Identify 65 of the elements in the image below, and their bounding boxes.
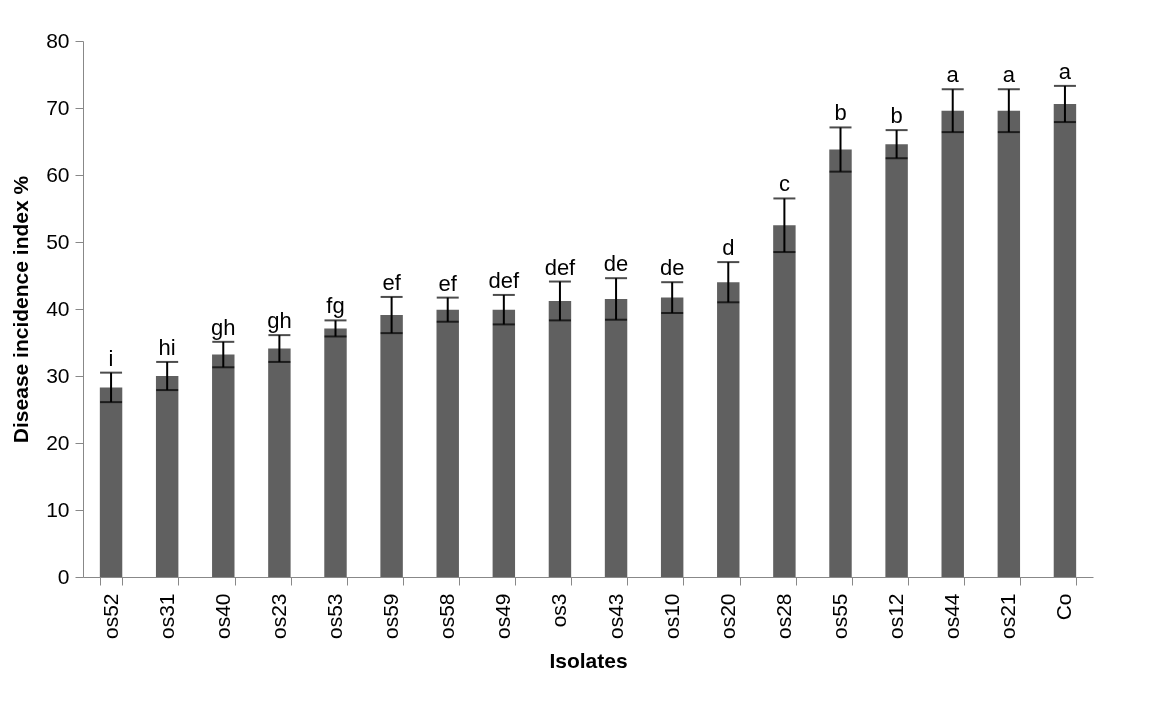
- annotation: c: [778, 171, 790, 197]
- x-tick-label: os12: [884, 593, 908, 640]
- annotation: a: [946, 62, 960, 88]
- annotation: b: [834, 100, 847, 126]
- annotation: d: [722, 235, 735, 261]
- annotation: a: [1058, 58, 1072, 84]
- annotation: gh: [211, 314, 236, 340]
- bar: [717, 282, 740, 577]
- bar: [155, 376, 179, 577]
- annotation: hi: [158, 334, 176, 360]
- bar: [660, 297, 684, 577]
- y-tick-label: 70: [46, 95, 70, 119]
- x-tick-label: os43: [603, 593, 627, 640]
- x-tick-label: os55: [828, 593, 851, 640]
- bar: [885, 144, 908, 577]
- x-tick-label: os21: [996, 593, 1020, 640]
- x-tick-label: Co: [1052, 593, 1076, 621]
- bar: [212, 354, 235, 577]
- annotation: ef: [382, 269, 402, 295]
- x-tick-label: os20: [715, 593, 739, 640]
- x-tick-label: os40: [210, 593, 234, 640]
- y-tick-label: 80: [46, 28, 70, 52]
- annotation: a: [1002, 62, 1016, 88]
- bar: [829, 149, 852, 577]
- y-axis-title: Disease incidence index %: [9, 175, 33, 444]
- y-tick-label: 30: [46, 363, 70, 387]
- annotation: de: [603, 251, 629, 277]
- annotation: def: [544, 254, 577, 280]
- bar: [1053, 103, 1077, 577]
- annotation: b: [890, 103, 903, 129]
- x-tick-label: os3: [547, 593, 571, 628]
- annotation: fg: [326, 293, 345, 319]
- x-tick-label: os28: [771, 593, 795, 640]
- x-tick-label: os59: [379, 593, 403, 640]
- bar: [492, 309, 516, 577]
- x-axis-title: Isolates: [549, 649, 628, 673]
- bar: [604, 298, 628, 577]
- x-tick-label: os49: [491, 593, 515, 640]
- x-tick-label: os58: [435, 593, 459, 640]
- bar: [99, 387, 123, 577]
- x-tick-label: os31: [154, 593, 178, 640]
- y-tick-label: 10: [46, 497, 70, 521]
- bar: [268, 348, 291, 577]
- annotation: def: [488, 267, 521, 293]
- annotation: gh: [267, 308, 292, 334]
- bar: [324, 328, 347, 577]
- annotation: de: [659, 255, 685, 281]
- y-tick-label: 0: [57, 564, 70, 588]
- bar: [436, 309, 459, 577]
- y-tick-label: 40: [46, 296, 70, 320]
- x-tick-label: os23: [266, 593, 290, 640]
- bar: [548, 300, 572, 577]
- bar: [997, 110, 1021, 577]
- y-tick-label: 50: [46, 229, 70, 253]
- x-tick-label: os53: [323, 593, 346, 640]
- x-tick-label: os10: [659, 593, 683, 640]
- bar: [941, 110, 964, 577]
- annotation: i: [108, 345, 114, 371]
- x-tick-label: os44: [940, 593, 964, 640]
- y-tick-label: 20: [46, 430, 70, 454]
- annotation: ef: [438, 270, 458, 296]
- y-tick-label: 60: [46, 162, 70, 186]
- bar: [380, 315, 403, 577]
- x-tick-label: os52: [98, 593, 122, 640]
- bar: [773, 225, 796, 577]
